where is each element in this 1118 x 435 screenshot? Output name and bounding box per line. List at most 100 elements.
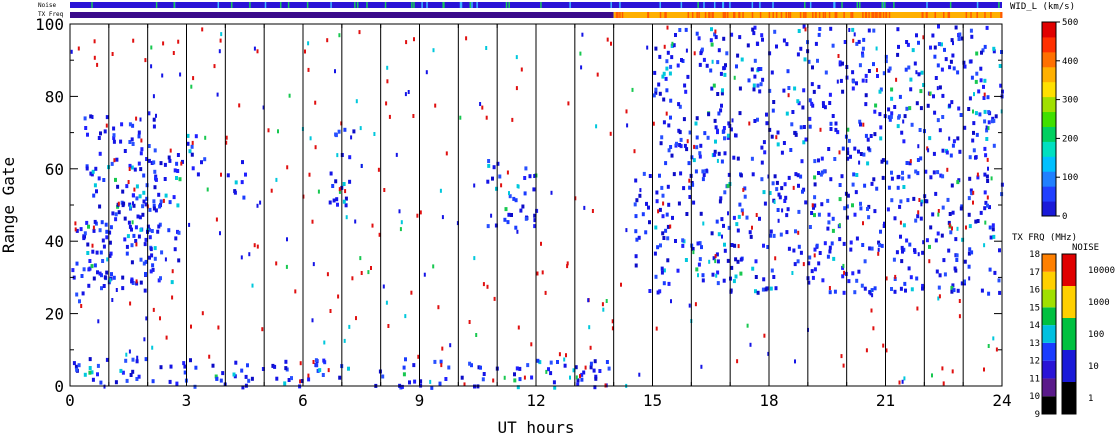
echo-point [153, 256, 157, 261]
echo-point [91, 377, 95, 382]
echo-point [787, 246, 791, 251]
echo-point [114, 380, 118, 385]
echo-point [507, 212, 511, 217]
echo-point [138, 194, 142, 199]
echo-point [969, 28, 973, 33]
echo-point [984, 200, 988, 205]
echo-point [77, 363, 81, 368]
echo-point [125, 251, 129, 256]
echo-point [752, 83, 756, 88]
echo-point [736, 156, 740, 161]
echo-point [760, 145, 764, 150]
echo-point [215, 376, 219, 381]
echo-point [139, 227, 143, 232]
echo-point [979, 78, 983, 83]
echo-point [738, 86, 742, 91]
txfreq-strip-mark [733, 12, 736, 18]
echo-point [907, 174, 911, 179]
echo-point [164, 257, 167, 262]
echo-point [827, 212, 831, 217]
echo-point [807, 261, 811, 266]
echo-point [638, 372, 641, 377]
echo-point [485, 115, 488, 120]
echo-point [200, 160, 203, 165]
noise-swatch [1062, 286, 1076, 318]
txfreq-strip-mark [724, 12, 727, 18]
echo-point [807, 280, 811, 285]
echo-point [972, 130, 975, 135]
freq-colorbar-title: TX FRQ (MHz) [1012, 233, 1077, 243]
echo-point [908, 106, 912, 111]
noise-strip-mark [697, 2, 699, 8]
echo-point [732, 279, 736, 284]
echo-point [328, 200, 332, 205]
echo-point [163, 162, 167, 167]
echo-point [970, 250, 974, 255]
echo-point [890, 198, 894, 203]
echo-point [985, 125, 988, 130]
echo-point [345, 215, 348, 220]
echo-point [677, 201, 681, 206]
echo-point [790, 122, 794, 127]
echo-point [152, 307, 155, 312]
echo-point [681, 238, 685, 243]
echo-point [974, 111, 978, 116]
echo-point [82, 236, 86, 241]
echo-point [405, 40, 408, 45]
echo-point [985, 25, 989, 30]
colorbar-swatch [1042, 81, 1056, 98]
echo-point [714, 254, 717, 259]
echo-point [705, 168, 708, 173]
echo-point [128, 167, 131, 171]
colorbar-border [1041, 21, 1057, 217]
echo-point [675, 141, 678, 146]
txfreq-strip-mark [696, 12, 698, 18]
echo-point [317, 189, 320, 194]
echo-point [985, 128, 989, 133]
echo-point [437, 305, 440, 310]
freq-tick-label: 15 [1029, 303, 1040, 313]
echo-point [653, 251, 657, 256]
echo-point [808, 225, 812, 229]
echo-point [135, 377, 139, 381]
noise-strip-label: Noise [38, 2, 56, 9]
echo-point [870, 181, 874, 186]
echo-point [936, 231, 940, 236]
echo-point [657, 209, 660, 214]
noise-strip-mark [443, 2, 445, 8]
txfreq-strip-mark [850, 12, 852, 18]
txfreq-strip-mark [818, 12, 821, 18]
echo-point [859, 152, 863, 156]
echo-point [737, 244, 740, 249]
echo-point [828, 286, 831, 290]
echo-point [402, 365, 406, 370]
echo-point [982, 84, 985, 89]
echo-point [730, 265, 734, 270]
echo-point [664, 161, 668, 166]
echo-point [105, 235, 109, 240]
echo-point [698, 62, 702, 67]
noise-strip-mark [881, 2, 884, 8]
echo-point [920, 202, 923, 207]
echo-point [129, 204, 132, 209]
echo-point [965, 225, 967, 230]
noise-strip-mark [366, 2, 368, 8]
echo-point [284, 359, 288, 364]
echo-point [853, 146, 857, 151]
echo-point [545, 369, 548, 374]
echo-point [828, 92, 832, 97]
echo-point [751, 266, 755, 271]
echo-point [792, 248, 796, 253]
echo-point [683, 143, 687, 148]
echo-point [663, 44, 666, 49]
noise-strip-mark [841, 2, 843, 8]
echo-point [723, 248, 727, 253]
echo-point [177, 230, 181, 235]
echo-point [169, 148, 172, 153]
echo-point [131, 357, 135, 362]
echo-point [463, 382, 466, 387]
echo-point [518, 366, 522, 371]
txfreq-strip-mark [868, 12, 870, 18]
echo-point [242, 195, 246, 200]
